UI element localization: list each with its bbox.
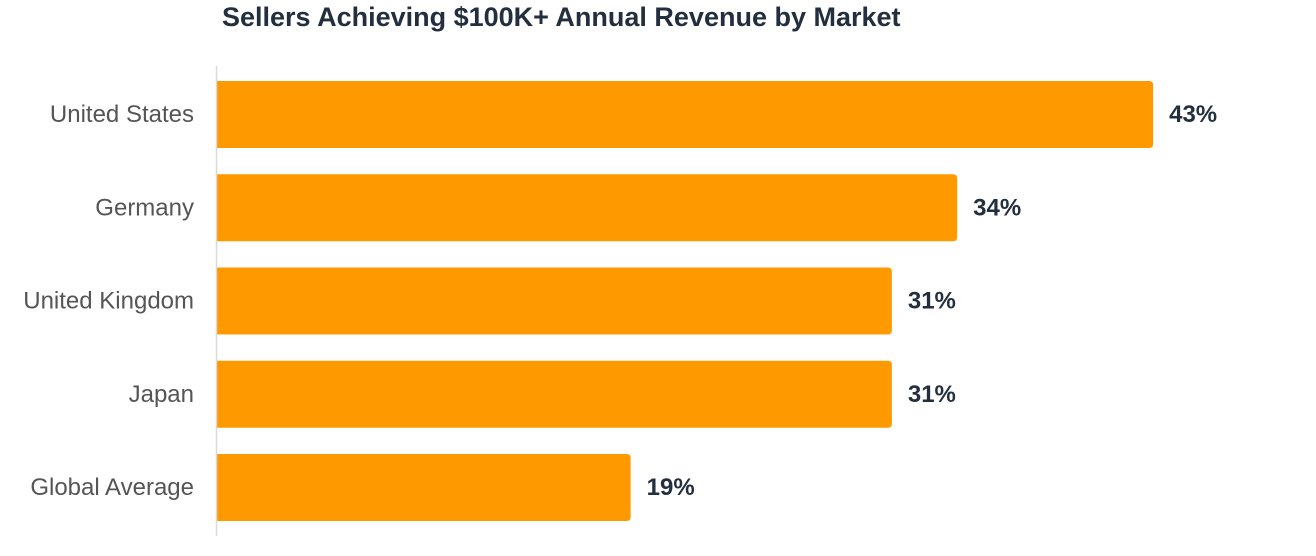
value-label-united-kingdom: 31% xyxy=(908,288,956,315)
bar-germany xyxy=(217,174,958,242)
bar-global-average xyxy=(217,454,631,521)
category-label-japan: Japan xyxy=(129,381,194,408)
value-label-united-states: 43% xyxy=(1169,101,1217,128)
bars-layer xyxy=(217,81,1154,521)
category-label-united-kingdom: United Kingdom xyxy=(23,288,194,315)
value-label-global-average: 19% xyxy=(647,474,695,501)
bar-japan xyxy=(217,360,892,428)
value-label-japan: 31% xyxy=(908,381,956,408)
value-label-germany: 34% xyxy=(973,194,1021,221)
category-label-united-states: United States xyxy=(50,101,194,128)
labels-layer: United States 43% Germany 34% United Kingdom… xyxy=(23,101,1217,501)
category-label-global-average: Global Average xyxy=(30,474,194,501)
chart-title: Sellers Achieving $100K+ Annual Revenue … xyxy=(222,2,901,32)
category-label-germany: Germany xyxy=(95,194,194,221)
bar-united-states xyxy=(217,81,1154,148)
bar-united-kingdom xyxy=(217,267,892,335)
